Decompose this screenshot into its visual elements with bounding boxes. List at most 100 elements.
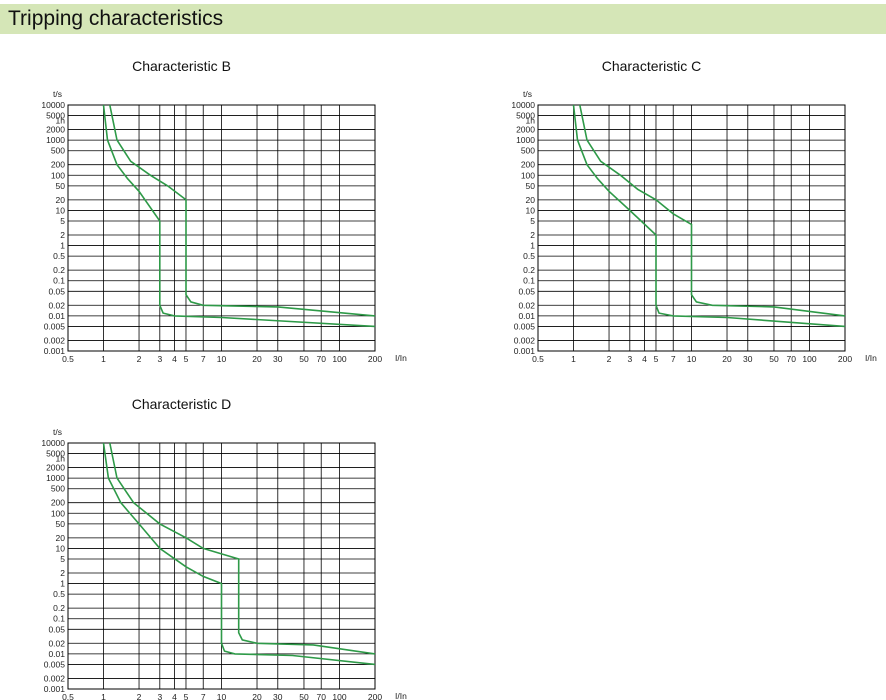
x-tick-label: 5 [654,354,659,364]
x-tick-label: 4 [172,692,177,700]
y-tick-label: 500 [521,146,535,156]
x-tick-label: 30 [273,354,283,364]
y-tick-label: 0.005 [44,659,66,669]
y-tick-label: 0.05 [48,624,65,634]
y-tick-label: 0.2 [523,265,535,275]
y-tick-label: 5000 [46,111,65,121]
y-tick-label: 0.01 [48,311,65,321]
y-tick-label: 5 [60,216,65,226]
x-tick-label: 200 [368,692,382,700]
x-tick-label: 10 [217,354,227,364]
chart-title: Characteristic C [602,58,702,74]
x-tick-label: 2 [607,354,612,364]
x-tick-label: 0.5 [62,692,74,700]
y-tick-label: 0.002 [514,335,536,345]
y-tick-label: 200 [521,160,535,170]
chart-svg: Characteristic Bt/s1000050001h2000100050… [41,58,407,364]
y-tick-label: 2000 [516,125,535,135]
x-axis-label: I/In [865,353,877,363]
x-tick-label: 3 [627,354,632,364]
y-tick-label: 0.02 [518,300,535,310]
y-axis-label: t/s [523,89,532,99]
trip-curve-upper [579,104,846,317]
y-tick-label: 2 [60,230,65,240]
y-tick-label: 0.01 [518,311,535,321]
y-tick-label: 2 [530,230,535,240]
y-tick-label: 0.001 [44,346,66,356]
x-tick-label: 100 [332,354,346,364]
y-tick-label: 10 [56,543,66,553]
y-tick-label: 0.05 [518,286,535,296]
x-tick-label: 5 [184,354,189,364]
chart-title: Characteristic B [132,58,231,74]
y-tick-label: 0.05 [48,286,65,296]
y-tick-label: 10000 [41,438,65,448]
x-tick-label: 2 [137,692,142,700]
y-tick-label: 0.2 [53,603,65,613]
x-tick-label: 5 [184,692,189,700]
section-title: Tripping characteristics [8,7,224,30]
y-tick-label: 100 [51,508,65,518]
chart-svg: Characteristic Ct/s1000050001h2000100050… [511,58,877,364]
y-tick-label: 0.02 [48,300,65,310]
y-tick-label: 0.1 [523,276,535,286]
y-tick-label: 10 [526,205,536,215]
trip-curve-upper [109,442,376,655]
plot-frame [67,442,376,690]
trip-curve-lower [102,442,376,666]
plot-frame [67,104,376,352]
y-tick-label: 0.5 [53,251,65,261]
x-tick-label: 20 [722,354,732,364]
y-tick-label: 0.5 [523,251,535,261]
y-tick-label: 5000 [46,449,65,459]
y-tick-label: 0.5 [53,589,65,599]
y-tick-label: 100 [51,170,65,180]
y-tick-label: 200 [51,160,65,170]
x-axis-label: I/In [395,691,407,700]
x-tick-label: 100 [332,692,346,700]
y-tick-label: 1h [56,116,66,126]
y-tick-label: 0.005 [514,321,536,331]
y-tick-label: 0.2 [53,265,65,275]
y-tick-label: 2000 [46,463,65,473]
y-tick-label: 1h [56,454,66,464]
x-tick-label: 70 [316,354,326,364]
x-tick-label: 200 [838,354,852,364]
y-tick-label: 0.002 [44,673,66,683]
y-axis-label: t/s [53,427,62,437]
y-tick-label: 1 [60,241,65,251]
y-tick-label: 1h [526,116,536,126]
y-tick-label: 0.01 [48,649,65,659]
x-tick-label: 100 [802,354,816,364]
y-tick-label: 500 [51,146,65,156]
x-tick-label: 50 [299,692,309,700]
x-tick-label: 20 [252,354,262,364]
x-tick-label: 50 [769,354,779,364]
y-tick-label: 1 [60,579,65,589]
y-tick-label: 0.002 [44,335,66,345]
x-tick-label: 10 [217,692,227,700]
trip-curve-lower [572,104,846,328]
y-tick-label: 1000 [46,135,65,145]
section-header: Tripping characteristics [0,4,886,34]
y-tick-label: 50 [56,519,66,529]
y-tick-label: 20 [56,195,66,205]
x-tick-label: 70 [316,692,326,700]
y-tick-label: 500 [51,484,65,494]
y-tick-label: 50 [526,181,536,191]
y-tick-label: 0.005 [44,321,66,331]
y-tick-label: 100 [521,170,535,180]
x-tick-label: 30 [743,354,753,364]
y-tick-label: 50 [56,181,66,191]
y-tick-label: 5000 [516,111,535,121]
y-tick-label: 10000 [41,100,65,110]
x-tick-label: 1 [571,354,576,364]
y-tick-label: 10 [56,205,66,215]
x-tick-label: 20 [252,692,262,700]
y-tick-label: 200 [51,498,65,508]
trip-curve-lower [102,104,376,328]
y-tick-label: 5 [530,216,535,226]
y-axis-label: t/s [53,89,62,99]
